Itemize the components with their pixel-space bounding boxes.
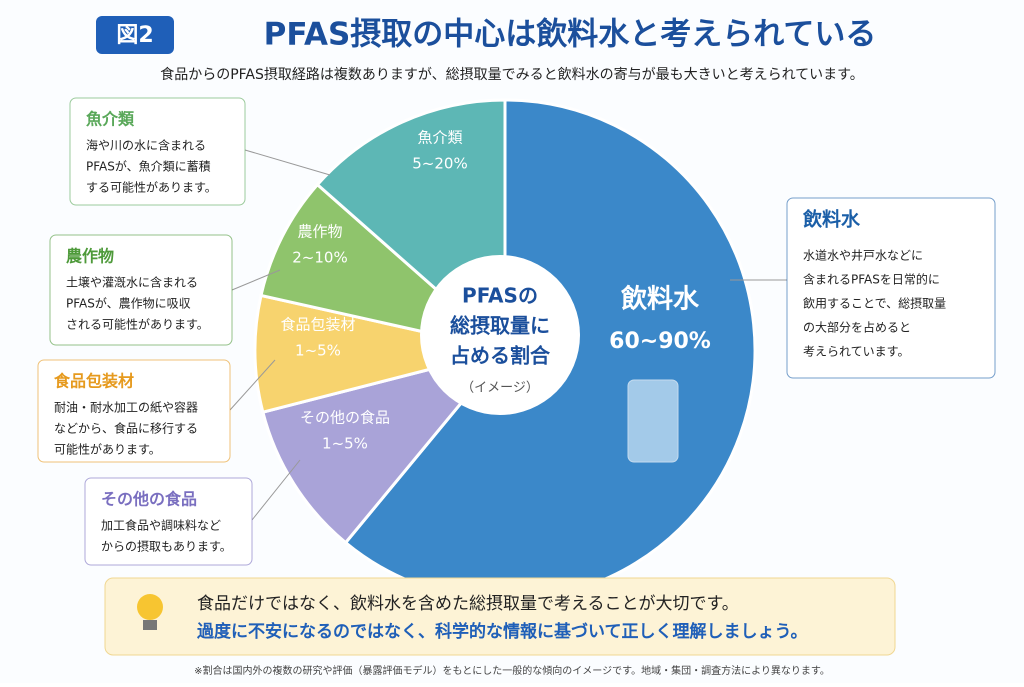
callout-line: からの摂取もあります。 [101, 539, 232, 554]
subtitle: 食品からのPFAS摂取経路は複数ありますが、総摂取量でみると飲料水の寄与が最も大… [160, 66, 864, 83]
center-text: （イメージ） [461, 381, 539, 396]
callout-line: 海や川の水に含まれる [86, 138, 206, 153]
callout-line: の大部分を占めると [803, 320, 911, 335]
slice-name: 魚介類 [417, 129, 462, 147]
callout-line: 水道水や井戸水などに [803, 249, 923, 263]
callout-line: 可能性があります。 [54, 442, 161, 457]
center-text: PFASの [462, 284, 538, 308]
callout-line: 加工食品や調味料など [101, 518, 221, 533]
bulb-base [143, 620, 157, 630]
slice-name: 飲料水 [620, 284, 700, 315]
callout-box [786, 197, 996, 379]
callout-line: などから、食品に移行する [54, 421, 198, 436]
center-text: 占める割合 [450, 344, 551, 368]
callout-line: 飲用することで、総摂取量 [803, 296, 946, 311]
callout-title: 農作物 [66, 247, 114, 266]
connector [244, 149, 331, 176]
callout-title: その他の食品 [101, 490, 197, 509]
callout-box [49, 234, 233, 346]
connector [231, 269, 281, 291]
callout-line: する可能性があります。 [86, 180, 217, 195]
callout-title: 魚介類 [86, 110, 135, 129]
connector [229, 359, 276, 411]
slice-range: 1~5% [322, 435, 368, 453]
connector [251, 459, 301, 521]
bulb-icon [137, 594, 163, 620]
slice-range: 60~90% [609, 329, 711, 354]
callout-line: 土壌や灌漑水に含まれる [66, 275, 198, 290]
callout-line: 含まれるPFASを日常的に [803, 272, 940, 287]
note-line: 食品だけではなく、飲料水を含めた総摂取量で考えることが大切です。 [197, 594, 739, 614]
slice-range: 2~10% [292, 249, 347, 267]
badge: 図2 [116, 23, 153, 48]
callout-line: PFASが、魚介類に蓄積 [86, 159, 211, 174]
slice-name: その他の食品 [300, 409, 390, 427]
callout-box [69, 97, 246, 206]
callout-line: 耐油・耐水加工の紙や容器 [54, 400, 198, 415]
callout-line: される可能性があります。 [66, 317, 209, 332]
slice-range: 1~5% [295, 342, 341, 360]
connectors [229, 149, 787, 521]
pie: 飲料水 60~90% その他の食品 1~5% 食品包装材 1~5% 農作物 2~10% 魚介類 5… [253, 98, 757, 602]
callout-line: PFASが、農作物に吸収 [66, 296, 191, 311]
glass-icon [627, 379, 679, 463]
center-text: 総摂取量に [450, 314, 550, 338]
badge-bg [96, 16, 174, 54]
slice-range: 5~20% [412, 155, 467, 173]
callout-box [84, 477, 253, 566]
callout-line: 考えられています。 [803, 345, 909, 359]
title: PFAS摂取の中心は飲料水と考えられている [264, 17, 877, 53]
note-box [104, 577, 896, 656]
center-hole [420, 255, 580, 415]
callout-box [37, 359, 231, 463]
callout-title: 飲料水 [802, 208, 861, 231]
slice-name: 農作物 [297, 223, 342, 241]
slice-name: 食品包装材 [280, 316, 355, 334]
footnote: ※割合は国内外の複数の研究や評価（暴露評価モデル）をもとにした一般的な傾向のイメ… [194, 664, 830, 677]
callout-title: 食品包装材 [53, 372, 134, 391]
note-line: 過度に不安になるのではなく、科学的な情報に基づいて正しく理解しましょう。 [197, 621, 807, 642]
pie-slice [253, 293, 506, 414]
